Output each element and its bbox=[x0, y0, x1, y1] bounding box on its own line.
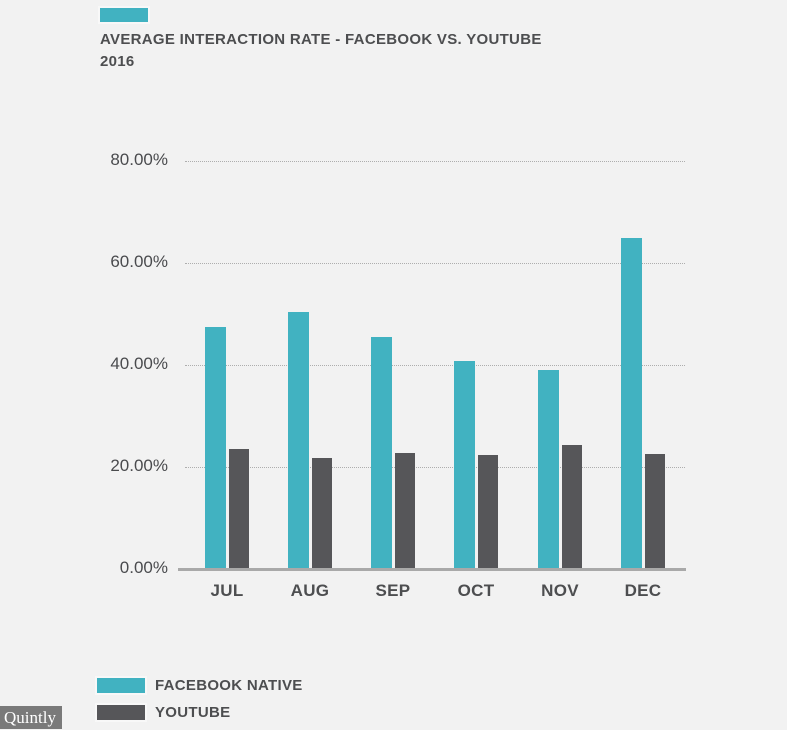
legend-swatch-youtube bbox=[97, 704, 145, 720]
gridline-60 bbox=[185, 263, 685, 264]
bar-youtube-sep[interactable] bbox=[395, 452, 415, 569]
y-tick-label-20: 20.00% bbox=[110, 456, 168, 475]
bar-facebook-native-aug[interactable] bbox=[288, 311, 309, 569]
x-axis-line bbox=[178, 568, 686, 571]
legend-item-facebook-native: FACEBOOK NATIVE bbox=[97, 676, 303, 694]
gridline-40 bbox=[185, 365, 685, 366]
x-tick-label-nov: NOV bbox=[541, 581, 579, 600]
bar-facebook-native-oct[interactable] bbox=[454, 360, 475, 569]
bar-youtube-jul[interactable] bbox=[229, 449, 249, 569]
title-accent-swatch bbox=[100, 8, 148, 22]
quintly-watermark: Quintly bbox=[0, 706, 62, 729]
y-tick-label-60: 60.00% bbox=[110, 252, 168, 271]
bar-facebook-native-jul[interactable] bbox=[205, 326, 226, 569]
bar-facebook-native-nov[interactable] bbox=[538, 370, 559, 569]
gridline-20 bbox=[185, 467, 685, 468]
y-tick-label-80: 80.00% bbox=[110, 150, 168, 169]
bar-facebook-native-dec[interactable] bbox=[621, 237, 642, 569]
x-tick-label-sep: SEP bbox=[375, 581, 411, 600]
chart-title: AVERAGE INTERACTION RATE - FACEBOOK VS. … bbox=[100, 31, 542, 48]
x-tick-label-aug: AUG bbox=[290, 581, 330, 600]
legend-label-facebook-native: FACEBOOK NATIVE bbox=[155, 676, 303, 694]
legend-label-youtube: YOUTUBE bbox=[155, 703, 231, 721]
x-tick-label-dec: DEC bbox=[624, 581, 662, 600]
bar-youtube-oct[interactable] bbox=[478, 454, 498, 569]
gridline-80 bbox=[185, 161, 685, 162]
bar-facebook-native-sep[interactable] bbox=[371, 336, 392, 569]
bar-youtube-nov[interactable] bbox=[562, 444, 582, 569]
bar-youtube-dec[interactable] bbox=[645, 454, 665, 569]
bar-youtube-aug[interactable] bbox=[312, 457, 332, 569]
legend-swatch-facebook-native bbox=[97, 677, 145, 693]
legend-item-youtube: YOUTUBE bbox=[97, 703, 231, 721]
y-tick-label-0: 0.00% bbox=[119, 558, 168, 577]
x-tick-label-oct: OCT bbox=[457, 581, 495, 600]
chart-subtitle: 2016 bbox=[100, 53, 135, 70]
y-tick-label-40: 40.00% bbox=[110, 354, 168, 373]
x-tick-label-jul: JUL bbox=[210, 581, 244, 600]
